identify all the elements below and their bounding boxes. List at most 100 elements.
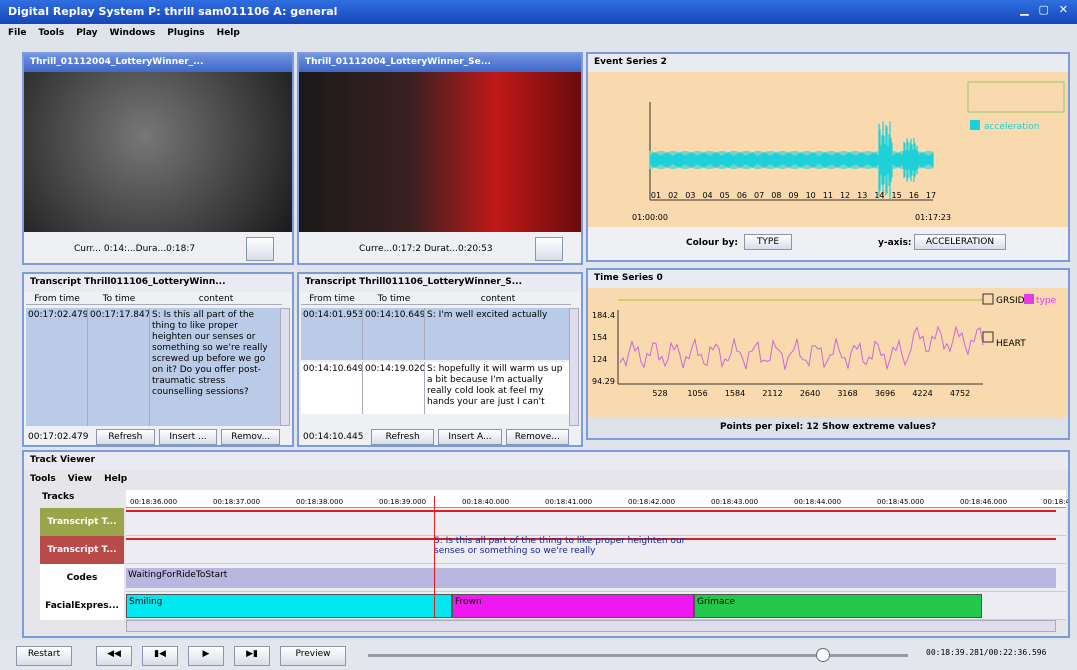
ruler [126,490,1066,508]
menu-bar: Tools View Help [30,474,139,484]
panel-title: Transcript Thrill011106_LotteryWinner_S.… [299,274,581,292]
dropdown[interactable]: TYPE [744,234,792,250]
menu-bar: File Tools Play Windows Plugins Help [8,28,252,38]
menu-item[interactable]: File [8,28,27,38]
panel-title: Time Series 0 [588,270,1068,288]
restart-button[interactable]: Restart [16,646,72,666]
time-display: 00:18:39.281/00:22:36.596 [926,648,1047,657]
x-label: 06 [737,191,747,200]
legend-swatch [1024,294,1034,304]
legend-swatch [982,293,994,305]
column-header: From time [301,294,363,305]
time-label: 00:18:38.000 [296,498,344,506]
time-series-panel: Time Series 0 184.4 154 124 94.29 528 1056 158… [586,268,1070,440]
scrollbar[interactable] [280,308,290,426]
button[interactable]: Refresh [371,429,435,445]
menu-item[interactable]: Plugins [167,28,205,38]
button[interactable]: Remov... [221,429,280,445]
column-header: To time [88,294,150,305]
menu-item[interactable]: Tools [30,474,56,484]
menu-item[interactable]: Tools [38,28,65,38]
video-status: Curr... 0:14:...Dura...0:18:7 [74,244,196,254]
play-button[interactable]: ▶ [188,646,224,666]
preview-button[interactable]: Preview [280,646,346,666]
slider-track [368,654,908,657]
time-label: 00:18:45.000 [877,498,925,506]
slider-thumb[interactable] [816,648,830,662]
panel-title: Event Series 2 [588,54,1068,72]
time-label: 00:18:43.000 [711,498,759,506]
time-label: 00:18:44.000 [794,498,842,506]
menu-item[interactable]: View [67,474,93,484]
x-label: 09 [788,191,798,200]
transcript-panel: Transcript Thrill011106_LotteryWinn... Fr… [22,272,294,447]
video-button[interactable] [246,237,274,261]
waveform [649,121,934,199]
legend-label: GRSID [996,296,1025,306]
track-label[interactable]: Transcript T... [40,508,124,536]
title-bar: Digital Replay System P: thrill sam01110… [0,0,1077,24]
legend-swatch [970,120,980,130]
x-tick-label: 2112 [762,389,782,398]
track-row [126,508,1066,536]
video-frame [299,72,581,232]
time-label: 00:18:42.000 [628,498,676,506]
time-label: 00:18:40.000 [462,498,510,506]
footer: Points per pixel: 12 Show extreme values… [588,418,1068,438]
track-label[interactable]: Transcript T... [40,536,124,564]
plot-bg [588,72,1068,227]
video-status: Curre...0:17:2 Durat...0:20:53 [359,244,493,254]
column-header: content [150,294,282,305]
track-label[interactable]: Codes [40,564,124,592]
facial-segment[interactable]: Frown [452,594,694,618]
time-label: 00:18:37.000 [213,498,261,506]
current-time: 00:14:10.445 [303,432,364,442]
table-cell: 00:14:19.020 [363,362,425,414]
menu-item[interactable]: Windows [109,28,156,38]
x-tick-label: 3696 [875,389,895,398]
step-back-button[interactable]: ▮◀ [142,646,178,666]
video-button[interactable] [535,237,563,261]
facial-segment[interactable]: Grimace [694,594,982,618]
column-header: From time [26,294,88,305]
time-label: 00:18:41.000 [545,498,593,506]
x-tick-label: 4224 [912,389,932,398]
video-title: Thrill_01112004_LotteryWinner_Se... [299,54,581,72]
window-controls[interactable]: ▁ ▢ ✕ [1020,3,1071,16]
x-label: 14 [874,191,884,200]
y-tick-label: 124 [592,355,607,364]
playhead [434,496,435,618]
step-forward-button[interactable]: ▶▮ [234,646,270,666]
panel-title: Track Viewer [24,452,1068,470]
track-row [126,536,1066,564]
axis-start: 01:00:00 [632,213,668,222]
x-label: 08 [771,191,781,200]
video-title: Thrill_01112004_LotteryWinner_... [24,54,292,72]
button[interactable]: Remove... [505,429,569,445]
panel-title: Transcript Thrill011106_LotteryWinn... [24,274,292,292]
track-viewer: Track Viewer Tools View Help Tracks 00:18:… [22,450,1070,638]
x-label: 07 [754,191,764,200]
table-cell: 00:14:10.649 [301,362,363,414]
button[interactable]: Refresh [96,429,155,445]
track-label[interactable]: FacialExpres... [40,592,124,620]
legend-label: acceleration [984,122,1039,132]
menu-item[interactable]: Help [216,28,240,38]
button[interactable]: Insert A... [438,429,502,445]
rewind-button[interactable]: ◀◀ [96,646,132,666]
transcript-panel: Transcript Thrill011106_LotteryWinner_S.… [297,272,583,447]
facial-segment[interactable]: Smiling [126,594,452,618]
video-panel: Thrill_01112004_LotteryWinner_Se... Curr… [297,52,583,265]
menu-item[interactable]: Help [104,474,128,484]
axis-end: 01:17:23 [915,213,951,222]
h-scrollbar[interactable] [126,620,1056,632]
x-label: 04 [702,191,712,200]
x-tick-label: 2640 [800,389,820,398]
scrollbar[interactable] [569,308,579,426]
dropdown[interactable]: ACCELERATION [914,234,1006,250]
table-cell: 00:17:17.847 [88,308,150,426]
time-label: 00:18:48.000 [1043,498,1070,506]
button[interactable]: Insert ... [158,429,218,445]
menu-item[interactable]: Play [76,28,98,38]
